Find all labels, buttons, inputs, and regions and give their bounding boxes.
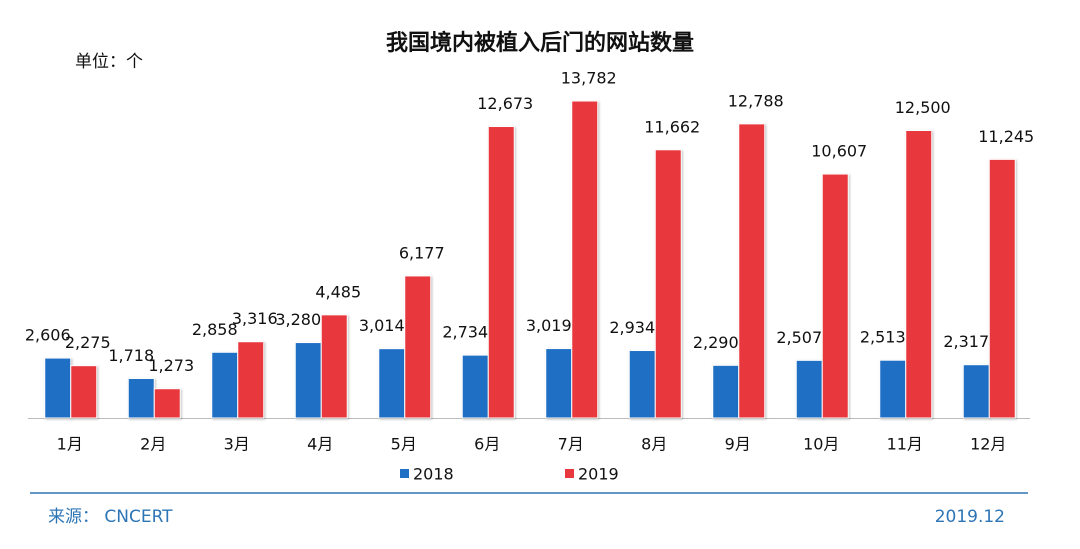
bar <box>654 149 682 419</box>
value-label: 12,788 <box>728 91 784 110</box>
value-label: 3,019 <box>526 316 572 335</box>
value-label: 2,317 <box>943 332 989 351</box>
bar <box>628 350 656 419</box>
bar <box>237 341 265 419</box>
bar <box>545 348 573 419</box>
value-label: 2,275 <box>65 333 111 352</box>
x-tick-label: 7月 <box>558 435 584 454</box>
legend-swatch <box>565 469 574 478</box>
bar <box>571 100 599 419</box>
value-label: 2,858 <box>192 320 238 339</box>
value-label: 13,782 <box>561 69 617 88</box>
value-label: 11,245 <box>978 127 1034 146</box>
bar <box>404 275 432 419</box>
bar <box>378 348 406 419</box>
value-label: 2,606 <box>25 326 71 345</box>
value-label: 3,014 <box>359 316 405 335</box>
value-label: 2,734 <box>442 323 488 342</box>
bar <box>988 158 1016 419</box>
value-label: 2,934 <box>609 318 655 337</box>
bar <box>294 342 322 419</box>
value-label: 2,513 <box>860 328 906 347</box>
x-tick-label: 1月 <box>57 435 83 454</box>
x-tick-label: 11月 <box>887 435 923 454</box>
x-tick-label: 9月 <box>725 435 751 454</box>
bar <box>795 359 823 419</box>
legend-swatch <box>400 469 409 478</box>
x-tick-label: 3月 <box>224 435 250 454</box>
bar <box>905 130 933 419</box>
bar <box>461 354 489 419</box>
value-label: 6,177 <box>399 243 445 262</box>
value-label: 12,500 <box>895 98 951 117</box>
bar <box>127 377 155 419</box>
bar <box>211 351 239 419</box>
value-label: 12,673 <box>477 94 533 113</box>
bar <box>962 364 990 419</box>
x-tick-label: 5月 <box>391 435 417 454</box>
x-tick-label: 12月 <box>970 435 1006 454</box>
x-tick-label: 2月 <box>140 435 166 454</box>
value-label: 3,316 <box>232 309 278 328</box>
bar <box>879 359 907 419</box>
bar <box>738 123 766 419</box>
bar <box>712 364 740 419</box>
chart-title: 我国境内被植入后门的网站数量 <box>386 30 694 56</box>
unit-label: 单位：个 <box>75 52 143 72</box>
date: 2019.12 <box>935 507 1005 527</box>
legend-label: 2019 <box>578 465 619 484</box>
value-label: 1,273 <box>148 356 194 375</box>
x-tick-label: 10月 <box>803 435 839 454</box>
bar <box>44 357 72 419</box>
bar <box>70 365 98 419</box>
source: 来源： CNCERT <box>48 507 173 527</box>
bar <box>487 126 515 419</box>
bar <box>821 173 849 419</box>
value-label: 10,607 <box>811 142 867 161</box>
x-tick-label: 6月 <box>474 435 500 454</box>
value-label: 3,280 <box>275 310 321 329</box>
x-tick-label: 4月 <box>307 435 333 454</box>
x-tick-label: 8月 <box>641 435 667 454</box>
value-label: 11,662 <box>644 117 700 136</box>
value-label: 4,485 <box>315 282 361 301</box>
bar <box>153 388 181 419</box>
value-label: 1,718 <box>108 346 154 365</box>
value-label: 2,290 <box>693 333 739 352</box>
legend-label: 2018 <box>413 465 454 484</box>
value-label: 2,507 <box>776 328 822 347</box>
bar <box>320 314 348 419</box>
